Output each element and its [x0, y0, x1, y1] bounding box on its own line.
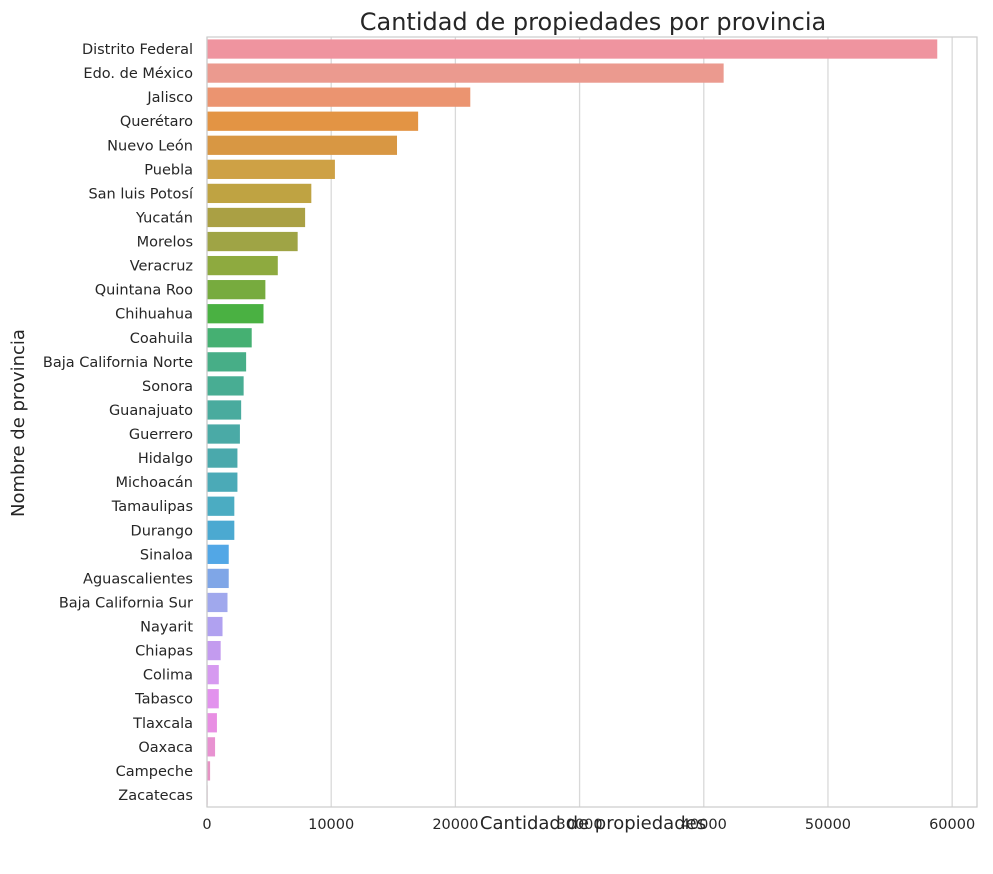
y-tick-label: Nayarit	[140, 620, 193, 636]
bar	[207, 472, 238, 492]
y-tick-label: Nuevo León	[107, 138, 193, 154]
bar	[207, 111, 419, 131]
bar	[207, 640, 221, 661]
bar	[207, 448, 238, 468]
chart-title: Cantidad de propiedades por provincia	[360, 8, 827, 36]
bar	[207, 304, 264, 324]
bar	[207, 63, 724, 83]
bar	[207, 665, 219, 685]
bar	[207, 328, 252, 348]
x-tick-label: 40000	[681, 817, 727, 833]
y-axis-label: Nombre de provincia	[8, 329, 29, 517]
y-tick-label: Chihuahua	[115, 307, 193, 323]
bar	[207, 424, 240, 444]
bar	[207, 737, 216, 757]
y-tick-label: Colima	[143, 668, 193, 684]
bar	[207, 616, 223, 637]
bar	[207, 352, 247, 372]
y-tick-label: Baja California Sur	[59, 595, 193, 611]
bar	[207, 761, 211, 781]
bar	[207, 207, 306, 228]
x-tick-label: 10000	[308, 817, 354, 833]
x-tick-label: 20000	[432, 817, 478, 833]
bar	[207, 689, 219, 709]
y-tick-label: Veracruz	[130, 259, 193, 275]
x-axis-label: Cantidad de propiedades	[480, 813, 706, 834]
y-tick-label: Durango	[131, 523, 194, 539]
bar	[207, 231, 298, 252]
y-tick-label: Guanajuato	[109, 403, 193, 419]
y-tick-label: Baja California Norte	[43, 355, 193, 371]
y-tick-label: Hidalgo	[138, 451, 193, 467]
bar	[207, 496, 235, 516]
y-tick-label: Campeche	[116, 764, 193, 780]
y-tick-labels: Distrito Federal Edo. de México Jalisco Que…	[43, 42, 194, 804]
bar	[207, 87, 471, 107]
y-tick-label: Quintana Roo	[95, 283, 193, 299]
bar	[207, 520, 235, 540]
y-tick-label: Aguascalientes	[83, 571, 193, 587]
bar	[207, 592, 228, 613]
bar	[207, 159, 335, 179]
bar	[207, 183, 312, 204]
y-tick-label: Distrito Federal	[82, 42, 193, 58]
x-tick-label: 50000	[805, 817, 851, 833]
y-tick-label: Querétaro	[120, 114, 193, 130]
bar	[207, 135, 398, 155]
y-tick-label: San luis Potosí	[88, 186, 194, 202]
x-tick-label: 30000	[557, 817, 603, 833]
y-tick-label: Chiapas	[135, 644, 193, 660]
y-tick-label: Zacatecas	[118, 788, 193, 804]
y-tick-label: Tlaxcala	[132, 716, 193, 732]
x-tick-label: 0	[202, 817, 211, 833]
bar	[207, 544, 229, 564]
y-tick-label: Sonora	[142, 379, 193, 395]
x-tick-labels: 0 10000 20000 30000 40000 50000 60000	[202, 817, 975, 833]
y-tick-label: Coahuila	[130, 331, 193, 347]
y-tick-label: Michoacán	[115, 475, 193, 491]
y-tick-label: Jalisco	[146, 90, 193, 106]
bar	[207, 400, 242, 420]
y-tick-label: Oaxaca	[138, 740, 193, 756]
y-tick-label: Sinaloa	[140, 547, 193, 563]
y-tick-label: Guerrero	[129, 427, 193, 443]
y-tick-label: Tabasco	[134, 692, 193, 708]
bar	[207, 376, 244, 396]
bars-layer	[207, 39, 938, 805]
y-tick-label: Morelos	[137, 235, 193, 251]
y-tick-label: Edo. de México	[83, 66, 193, 82]
bar	[207, 39, 938, 59]
bar	[207, 255, 278, 276]
bar	[207, 568, 229, 589]
plot-frame	[206, 36, 978, 808]
x-tick-label: 60000	[929, 817, 975, 833]
y-tick-label: Tamaulipas	[111, 499, 193, 515]
bar	[207, 280, 266, 300]
bar	[207, 713, 217, 733]
y-tick-label: Yucatán	[135, 210, 193, 226]
y-tick-label: Puebla	[144, 162, 193, 178]
